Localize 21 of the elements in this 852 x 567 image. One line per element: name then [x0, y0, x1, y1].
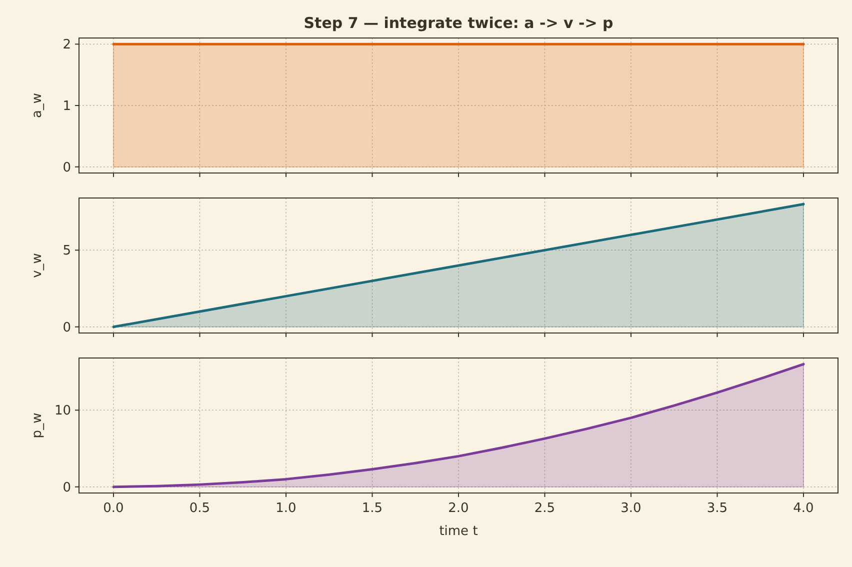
x-tick-label: 0.5 — [189, 501, 210, 516]
x-tick-label: 3.5 — [706, 501, 728, 516]
x-tick-label: 3.0 — [620, 501, 642, 516]
y-axis-title: p_w — [30, 412, 45, 438]
y-tick-label: 0 — [62, 320, 71, 336]
x-axis-title: time t — [439, 524, 478, 539]
x-tick-label: 1.5 — [362, 501, 383, 516]
y-tick-label: 2 — [62, 38, 71, 53]
x-tick-label: 0.0 — [103, 501, 124, 516]
y-axis-title: a_w — [30, 92, 45, 118]
x-tick-label: 1.0 — [276, 501, 296, 516]
chart-title: Step 7 — integrate twice: a -> v -> p — [304, 14, 614, 32]
x-tick-label: 4.0 — [793, 501, 814, 516]
x-tick-label: 2.0 — [448, 501, 469, 516]
y-axis-title: v_w — [30, 252, 45, 278]
x-tick-label: 2.5 — [534, 501, 556, 516]
y-tick-label: 0 — [62, 160, 71, 176]
y-tick-label: 0 — [62, 480, 71, 496]
y-tick-label: 10 — [54, 404, 71, 419]
y-tick-label: 5 — [62, 244, 71, 259]
y-tick-label: 1 — [62, 99, 71, 114]
